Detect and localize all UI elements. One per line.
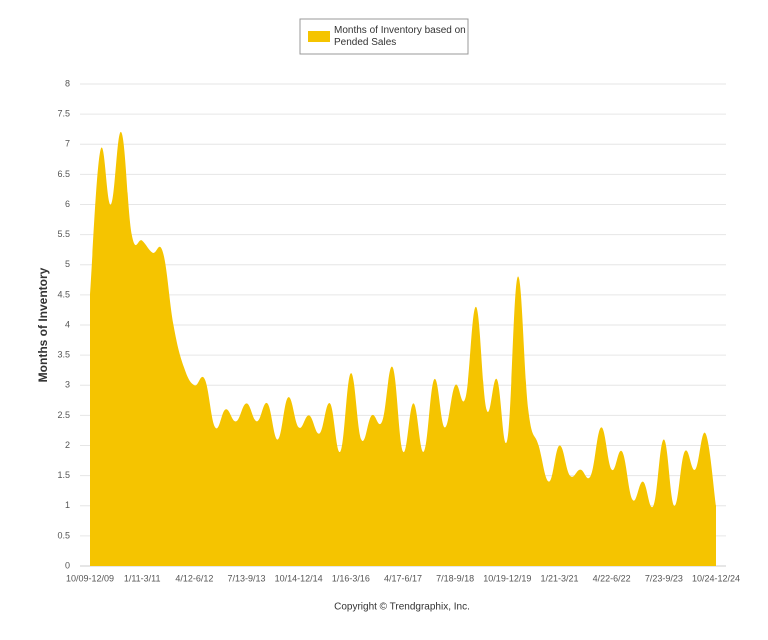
y-tick-label: 7 [65, 139, 70, 149]
y-tick-label: 6.5 [57, 169, 70, 179]
x-tick-label: 7/23-9/23 [645, 573, 683, 583]
x-tick-label: 4/22-6/22 [593, 573, 631, 583]
area [90, 131, 716, 566]
y-tick-label: 3.5 [57, 350, 70, 360]
y-tick-label: 8 [65, 78, 70, 88]
y-tick-label: 2 [65, 440, 70, 450]
y-tick-label: 1.5 [57, 470, 70, 480]
x-tick-label: 1/16-3/16 [332, 573, 370, 583]
x-tick-label: 10/09-12/09 [66, 573, 114, 583]
x-tick-label: 10/14-12/14 [275, 573, 323, 583]
x-tick-label: 4/17-6/17 [384, 573, 422, 583]
y-axis-title: Months of Inventory [36, 267, 50, 382]
legend-swatch [308, 31, 330, 42]
legend-label: Months of Inventory based on Pended Sales [334, 25, 466, 48]
x-tick-label: 1/21-3/21 [540, 573, 578, 583]
x-tick-label: 7/13-9/13 [227, 573, 265, 583]
x-tick-label: 1/11-3/11 [124, 573, 161, 583]
y-tick-label: 0.5 [57, 530, 70, 540]
x-tick-label: 10/24-12/24 [692, 573, 740, 583]
credit: Copyright © Trendgraphix, Inc. [334, 602, 470, 613]
y-tick-label: 1 [65, 500, 70, 510]
y-tick-label: 4.5 [57, 289, 70, 299]
x-tick-label: 4/12-6/12 [175, 573, 213, 583]
y-tick-label: 3 [65, 380, 70, 390]
y-tick-label: 4 [65, 319, 70, 329]
y-tick-label: 0 [65, 560, 70, 570]
y-tick-label: 6 [65, 199, 70, 209]
y-tick-label: 2.5 [57, 410, 70, 420]
x-tick-label: 7/18-9/18 [436, 573, 474, 583]
y-tick-label: 7.5 [57, 109, 70, 119]
y-tick-label: 5 [65, 259, 70, 269]
x-tick-label: 10/19-12/19 [483, 573, 531, 583]
y-tick-label: 5.5 [57, 229, 70, 239]
